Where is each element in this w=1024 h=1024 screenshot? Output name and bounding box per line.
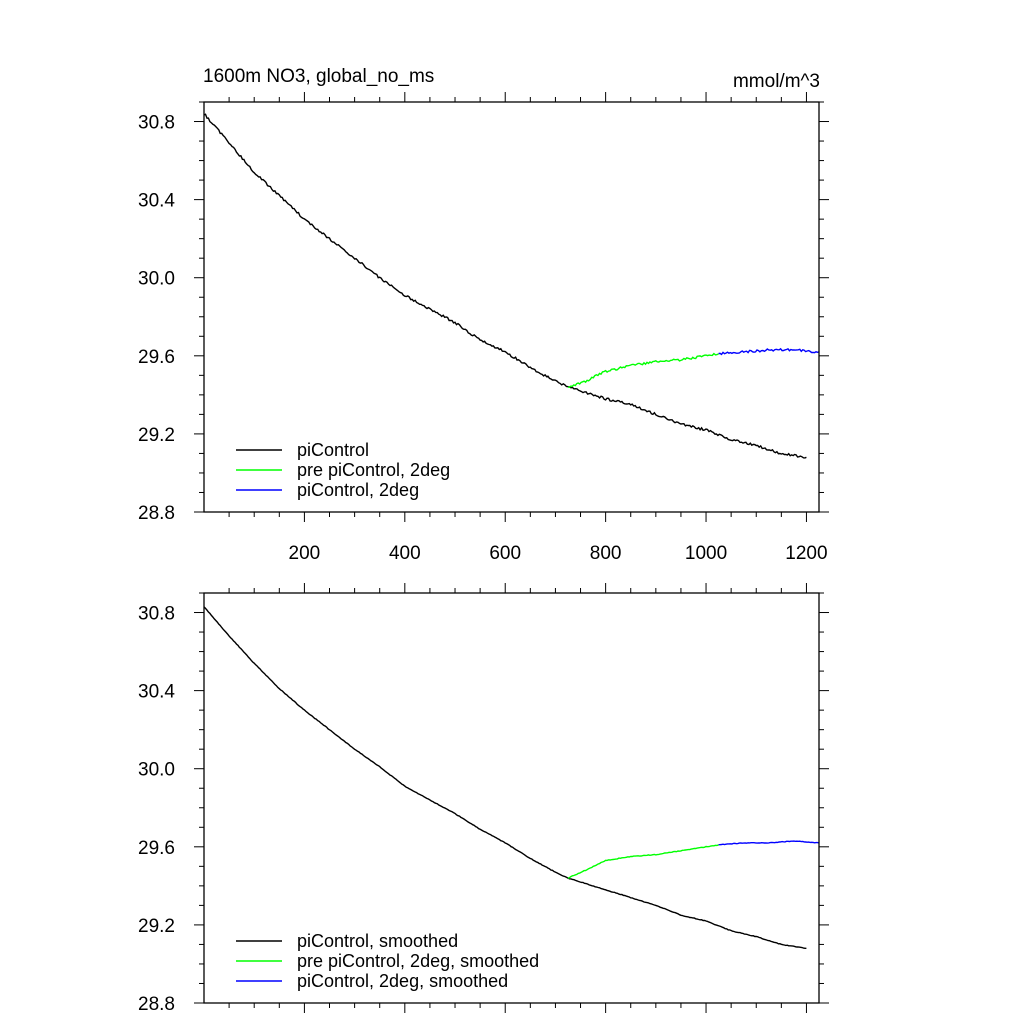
- legend-label: piControl: [297, 440, 369, 460]
- y-tick-label: 30.0: [138, 269, 175, 290]
- series-line-picontrol-2deg: [718, 347, 820, 356]
- y-tick-label: 30.0: [138, 760, 175, 781]
- series-line-picontrol: [203, 113, 807, 459]
- y-tick-label: 30.4: [138, 191, 175, 212]
- y-tick-label: 30.4: [138, 682, 175, 703]
- legend-label: pre piControl, 2deg, smoothed: [297, 951, 539, 971]
- y-tick-label: 30.8: [138, 113, 175, 134]
- legend-label: piControl, smoothed: [297, 931, 458, 951]
- x-tick-label: 600: [489, 543, 521, 564]
- series-line-picontrol-smoothed: [203, 606, 807, 949]
- series-line-pre-picontrol-2deg: [567, 352, 719, 389]
- units-label: mmol/m^3: [733, 71, 820, 92]
- y-tick-label: 28.8: [138, 503, 175, 524]
- legend-label: piControl, 2deg, smoothed: [297, 971, 508, 991]
- x-tick-label: 400: [389, 543, 421, 564]
- top-panel: 28.8 29.2 29.6 30.0 30.4 30.8 200 400 600 800 1000…: [138, 92, 829, 564]
- legend-label: piControl, 2deg: [297, 480, 419, 500]
- x-tick-label: 1200: [785, 543, 827, 564]
- bottom-panel-frame: [203, 592, 820, 1004]
- y-tick-label: 29.2: [138, 916, 175, 937]
- y-tick-label: 28.8: [138, 994, 175, 1015]
- legend-label: pre piControl, 2deg: [297, 460, 450, 480]
- y-tick-label: 29.6: [138, 347, 175, 368]
- series-line-pre-picontrol-2deg-smoothed: [567, 844, 719, 879]
- bottom-panel: 28.8 29.2 29.6 30.0 30.4 30.8 piControl, smoo…: [138, 583, 829, 1015]
- x-tick-label: 200: [289, 543, 321, 564]
- x-tick-label: 800: [590, 543, 622, 564]
- y-tick-label: 30.8: [138, 604, 175, 625]
- top-panel-frame: [203, 101, 820, 513]
- plot-title: 1600m NO3, global_no_ms: [203, 66, 434, 87]
- y-tick-label: 29.2: [138, 425, 175, 446]
- y-tick-label: 29.6: [138, 838, 175, 859]
- series-line-picontrol-2deg-smoothed: [718, 840, 820, 846]
- x-tick-label: 1000: [685, 543, 727, 564]
